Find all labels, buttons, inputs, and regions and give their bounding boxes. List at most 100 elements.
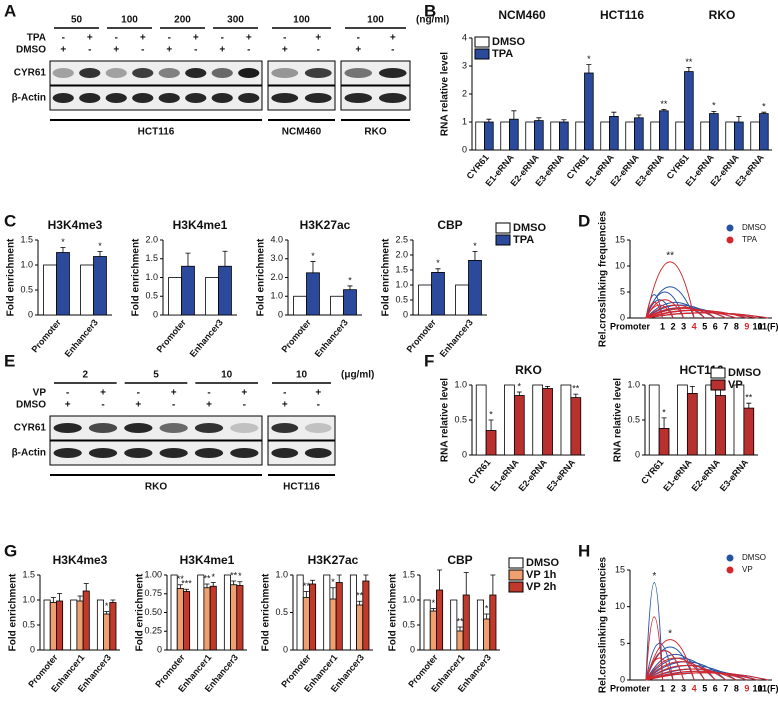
interaction-arc [645,668,737,681]
y-tick-label: 1.0 [395,279,408,289]
band [52,68,74,78]
y-tick-label: 0 [620,674,625,684]
legend-swatch [710,379,726,391]
y-tick-label: 0 [153,309,158,319]
x-tick-label: 6 [713,321,718,331]
error-bar [363,574,369,581]
significance: ** [685,57,693,67]
bar [450,599,458,651]
treatment-sign: - [141,45,144,56]
band [194,423,224,433]
band [53,448,82,458]
error-bar [736,116,742,122]
band [158,93,180,103]
treatment-sign: + [206,400,212,411]
significance: * [762,102,766,112]
significance: ** [745,393,753,403]
bar [475,121,485,151]
bar [343,289,357,316]
band [79,68,101,78]
y-tick-label: 0.5 [145,291,158,301]
y-tick-label: 1.0 [145,272,158,282]
treatment-sign: + [355,45,361,56]
band [211,93,233,103]
x-tick-label: E3-eRNA [545,457,578,493]
bar [168,277,182,316]
bar [600,121,610,151]
bar [534,120,544,151]
treatment-sign: - [391,45,394,56]
error-bar [488,419,494,431]
error-bar [231,580,237,585]
band [271,68,299,78]
unit-label: (μg/ml) [341,370,374,381]
x-tick-label: 1 [660,321,665,331]
interaction-arc [645,582,664,681]
treatment-sign: + [193,33,199,44]
x-tick-label: E1-eRNA [488,457,521,493]
error-bar [357,600,363,605]
cell-line-label: NCM460 [282,127,322,138]
error-bar [661,109,667,111]
band [124,423,153,433]
significance: * [348,275,352,285]
band [304,423,332,433]
x-tick-label: 11(F) [757,321,778,331]
x-tick-label: Promoter [279,317,313,354]
legend-label: DMSO [742,223,766,232]
error-bar [310,261,316,273]
x-tick-label: 10 [752,683,762,693]
treatment-sign: + [315,33,321,44]
bar [759,113,769,151]
y-tick-label: 0 [620,312,625,322]
treatment-sign: - [317,45,320,56]
y-tick-label: 10 [615,601,625,611]
protein-label: CYR61 [14,423,47,434]
x-tick-label: 2 [671,683,676,693]
bar [429,610,437,651]
treatment-sign: - [172,400,175,411]
legend-label: VP [742,565,753,574]
y-tick-label: 4.0 [270,234,283,244]
bar [570,397,582,456]
bar [230,584,238,651]
legend-label: TPA [513,234,534,246]
treatment-sign: + [315,388,321,399]
y-tick-label: 2.0 [145,234,158,244]
y-tick-label: 0.5 [395,294,408,304]
treatment-sign: + [246,33,252,44]
error-bar [184,588,190,592]
y-tick-label: 1.5 [402,569,415,579]
y-axis-label: RNA relative level [440,378,451,462]
band [79,93,101,103]
bar [96,599,104,651]
x-tick-label: E1-eRNA [661,457,694,493]
y-tick-label: 1.0 [275,569,288,579]
x-tick-label: 7 [723,321,728,331]
group-label: NCM460 [498,8,546,22]
error-bar [511,110,517,120]
chart-title: H3K27ac [308,553,359,567]
error-bar [237,581,243,586]
x-tick-label: 9 [744,683,749,693]
y-tick-label: 2.0 [395,249,408,259]
band [238,68,260,78]
legend-swatch [474,48,490,60]
significance: ** [456,616,464,626]
y-tick-label: 0.25 [144,626,162,636]
band [238,93,260,103]
y-axis-label: Fold enrichment [261,573,272,651]
treatment-sign: - [168,33,171,44]
treatment-sign: - [115,33,118,44]
concentration-label: 5 [153,370,159,381]
x-tick-label: Promoter [29,317,63,354]
group-label: RKO [709,8,736,22]
y-axis-label: Rel.crosslinking frequencies [598,210,609,347]
legend-label: TPA [492,48,513,60]
bar [176,588,184,651]
treatment-sign: - [194,45,197,56]
treatment-sign: + [100,388,106,399]
x-tick-label: 5 [702,683,707,693]
blot-frame [49,415,263,441]
band [271,93,299,103]
